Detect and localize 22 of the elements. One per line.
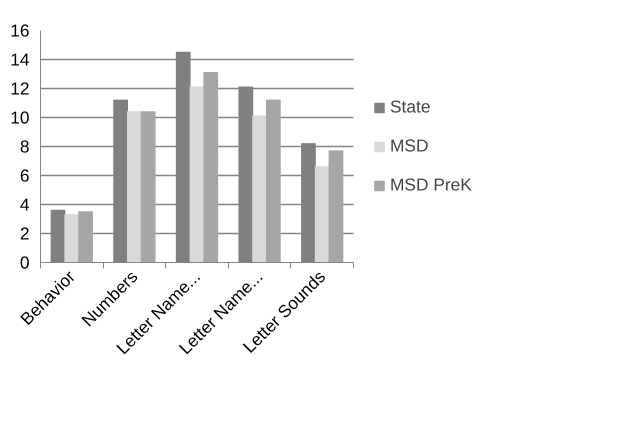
bar [64,214,80,262]
bar [314,166,330,262]
legend-label: MSD PreK [390,174,472,196]
y-tick-label: 4 [20,194,30,214]
bar [190,86,204,262]
bar [203,72,218,262]
y-tick-label: 6 [20,166,30,186]
legend-label: State [390,96,430,118]
bar [140,111,156,262]
bar [78,211,93,262]
bar [266,100,281,262]
bar [252,116,267,262]
legend-label: MSD [390,136,429,156]
y-tick-label: 10 [10,108,30,128]
y-tick-label: 14 [10,50,30,70]
y-tick-label: 0 [20,252,30,272]
y-tick-label: 2 [20,224,30,244]
y-tick-label: 12 [10,78,30,98]
y-tick-label: 8 [20,136,30,156]
y-tick-label: 16 [10,20,30,40]
bar [328,150,344,262]
bar [127,111,142,262]
